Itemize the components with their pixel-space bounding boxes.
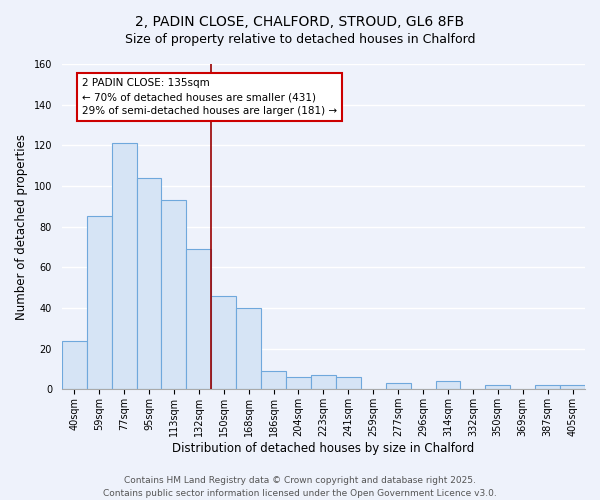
Bar	[311, 375, 336, 390]
Bar	[62, 340, 86, 390]
Bar	[485, 385, 510, 390]
Bar	[560, 385, 585, 390]
Bar	[137, 178, 161, 390]
Bar	[286, 377, 311, 390]
Bar	[211, 296, 236, 390]
Bar	[436, 381, 460, 390]
Y-axis label: Number of detached properties: Number of detached properties	[15, 134, 28, 320]
Text: Size of property relative to detached houses in Chalford: Size of property relative to detached ho…	[125, 32, 475, 46]
Text: 2 PADIN CLOSE: 135sqm
← 70% of detached houses are smaller (431)
29% of semi-det: 2 PADIN CLOSE: 135sqm ← 70% of detached …	[82, 78, 337, 116]
Bar	[86, 216, 112, 390]
Bar	[386, 383, 410, 390]
Bar	[236, 308, 261, 390]
Bar	[336, 377, 361, 390]
Bar	[112, 144, 137, 390]
Bar	[187, 249, 211, 390]
Bar	[161, 200, 187, 390]
Text: 2, PADIN CLOSE, CHALFORD, STROUD, GL6 8FB: 2, PADIN CLOSE, CHALFORD, STROUD, GL6 8F…	[136, 15, 464, 29]
Bar	[261, 371, 286, 390]
Text: Contains HM Land Registry data © Crown copyright and database right 2025.
Contai: Contains HM Land Registry data © Crown c…	[103, 476, 497, 498]
X-axis label: Distribution of detached houses by size in Chalford: Distribution of detached houses by size …	[172, 442, 475, 455]
Bar	[535, 385, 560, 390]
